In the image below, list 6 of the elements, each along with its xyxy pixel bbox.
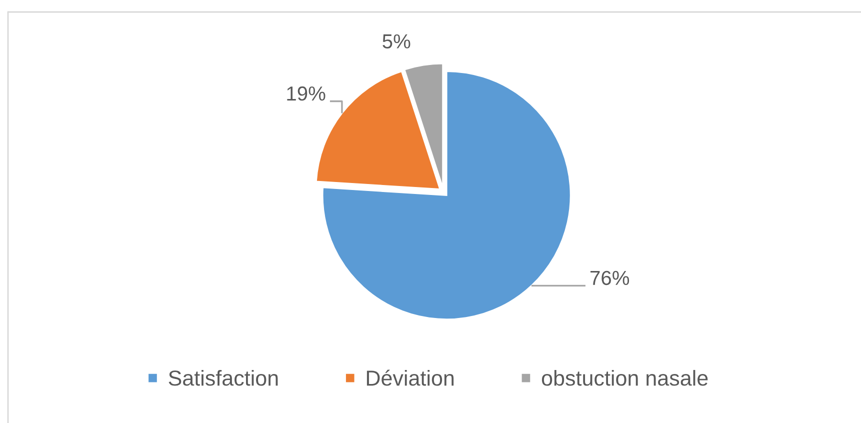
data-label: 76% bbox=[590, 270, 630, 286]
legend-label: obstuction nasale bbox=[542, 370, 708, 386]
legend-label: Déviation bbox=[366, 370, 454, 386]
legend-label: Satisfaction bbox=[168, 370, 278, 386]
data-label: 19% bbox=[287, 86, 326, 101]
data-label: 5% bbox=[382, 34, 410, 48]
